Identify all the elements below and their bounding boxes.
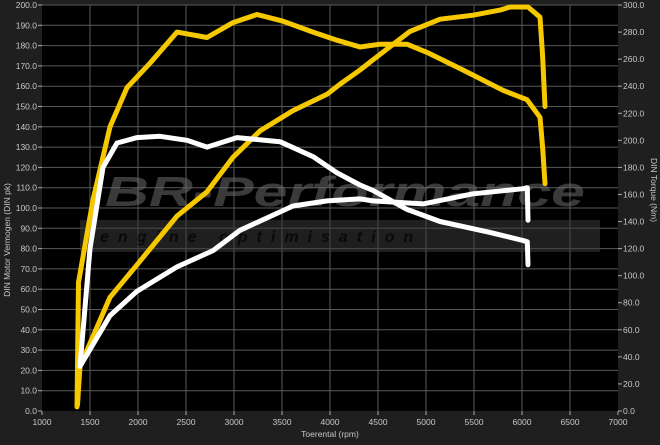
x-tick-label: 2500: [177, 417, 196, 427]
y-left-tick-label: 10.0: [20, 386, 37, 396]
y-left-tick-label: 40.0: [20, 325, 37, 335]
y-left-tick-label: 100.0: [16, 203, 38, 213]
y-left-tick-label: 180.0: [16, 41, 38, 51]
y-left-tick-label: 150.0: [16, 102, 38, 112]
y-right-tick-label: 60.0: [623, 325, 640, 335]
series-group: [74, 4, 548, 410]
series-line-tuned-power: [75, 4, 548, 408]
y-axis-right-label: DIN Torque (Nm): [649, 158, 659, 222]
y-axis-right: 0.0 20.0 40.0 60.0 80.0 100.0 120.0 140.0 160.0 1…: [618, 0, 645, 416]
y-right-tick-label: 140.0: [623, 217, 645, 227]
y-right-tick-label: 20.0: [623, 379, 640, 389]
y-right-tick-label: 260.0: [623, 54, 645, 64]
y-left-tick-label: 80.0: [20, 244, 37, 254]
x-tick-label: 1000: [33, 417, 52, 427]
y-left-tick-label: 50.0: [20, 305, 37, 315]
y-right-tick-label: 100.0: [623, 271, 645, 281]
y-left-tick-label: 190.0: [16, 20, 38, 30]
y-right-tick-label: 160.0: [623, 189, 645, 199]
y-left-tick-label: 70.0: [20, 264, 37, 274]
y-right-tick-label: 40.0: [623, 352, 640, 362]
y-right-tick-label: 120.0: [623, 244, 645, 254]
y-right-tick-label: 220.0: [623, 108, 645, 118]
y-left-tick-label: 60.0: [20, 284, 37, 294]
x-axis-label: Toerental (rpm): [301, 429, 359, 439]
y-axis-left-label: DIN Motor Vermogen (DIN pk): [2, 183, 12, 297]
y-left-tick-label: 20.0: [20, 365, 37, 375]
y-left-tick-label: 200.0: [16, 0, 38, 10]
y-left-tick-label: 160.0: [16, 81, 38, 91]
y-right-tick-label: 80.0: [623, 298, 640, 308]
x-tick-label: 4500: [369, 417, 388, 427]
y-axis-left: 0.0 10.0 20.0 30.0 40.0 50.0 60.0 70.0 80.0 90.0 1…: [16, 0, 42, 416]
x-tick-label: 5500: [465, 417, 484, 427]
y-left-tick-label: 140.0: [16, 122, 38, 132]
x-tick-label: 7000: [609, 417, 628, 427]
series-line-stock-power: [77, 185, 531, 369]
y-left-tick-label: 130.0: [16, 142, 38, 152]
y-right-tick-label: 300.0: [623, 0, 645, 10]
x-tick-label: 2000: [129, 417, 148, 427]
y-right-tick-label: 280.0: [623, 27, 645, 37]
watermark-tagline: engine optimisation: [100, 229, 422, 246]
series-line-stock-torque: [77, 133, 531, 369]
x-tick-label: 6000: [513, 417, 532, 427]
y-right-tick-label: 0.0: [623, 406, 635, 416]
x-tick-label: 1500: [81, 417, 100, 427]
y-left-tick-label: 90.0: [20, 223, 37, 233]
y-left-tick-label: 170.0: [16, 61, 38, 71]
y-right-tick-label: 180.0: [623, 162, 645, 172]
y-left-tick-label: 110.0: [16, 183, 37, 193]
x-tick-label: 5000: [417, 417, 436, 427]
y-left-tick-label: 30.0: [20, 345, 37, 355]
y-left-tick-label: 0.0: [25, 406, 37, 416]
x-axis: 1000 1500 2000 2500 3000 3500 4000 4500 5000 5500…: [33, 411, 628, 427]
y-left-tick-label: 120.0: [16, 162, 38, 172]
series-line-tuned-torque: [74, 12, 548, 410]
y-right-tick-label: 240.0: [623, 81, 645, 91]
y-right-tick-label: 200.0: [623, 135, 645, 145]
x-tick-label: 3500: [273, 417, 292, 427]
x-tick-label: 6500: [561, 417, 580, 427]
x-tick-label: 3000: [225, 417, 244, 427]
x-tick-label: 4000: [321, 417, 340, 427]
